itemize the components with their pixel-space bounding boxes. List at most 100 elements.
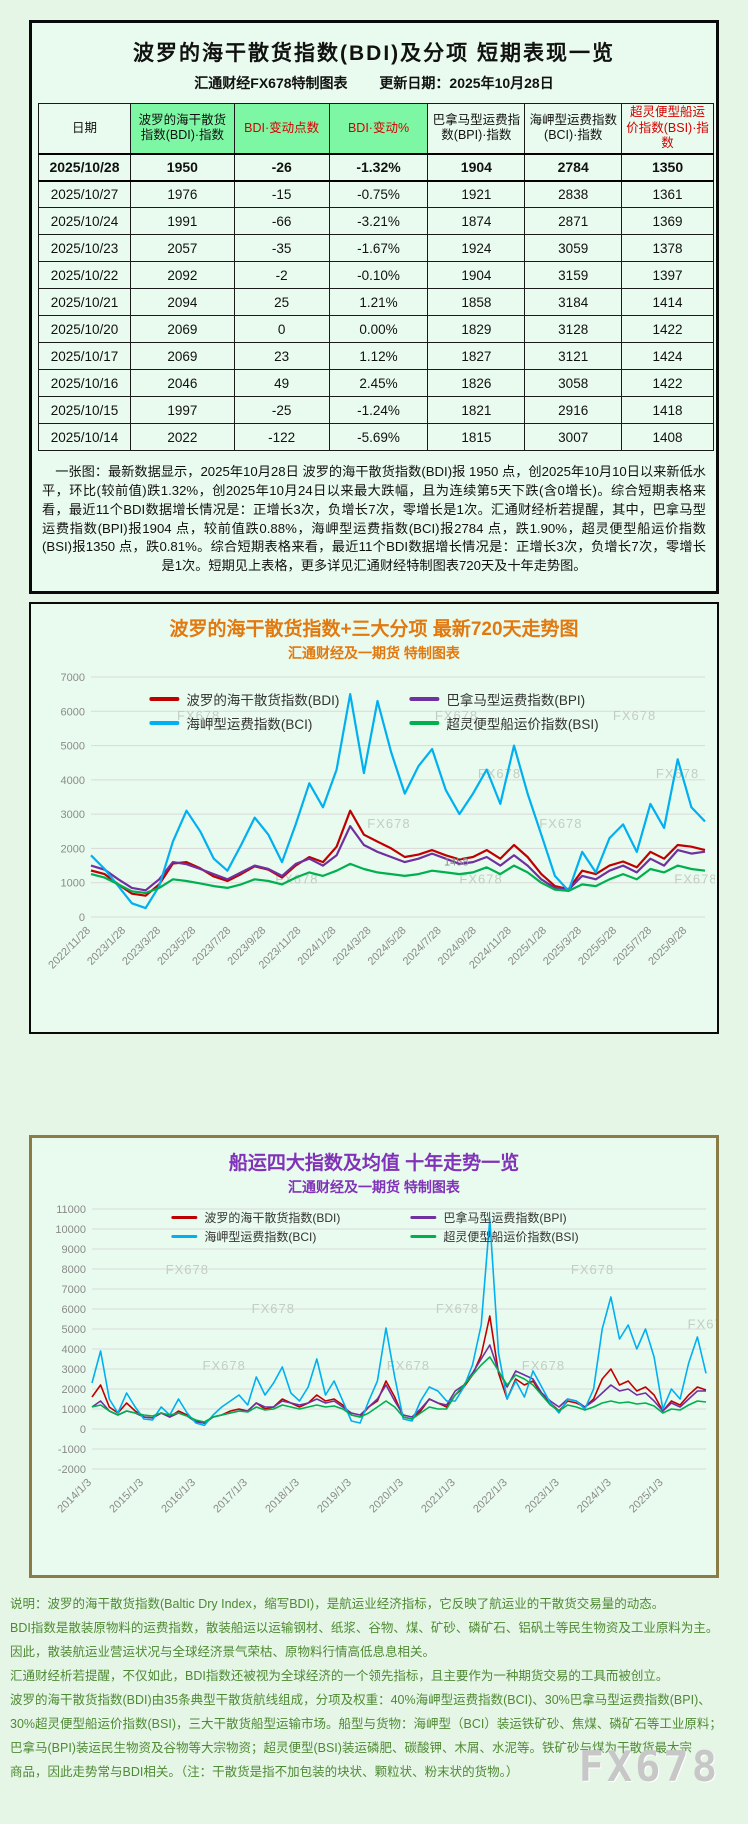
chart-svg: -2000 -1000 0 1000 2000 3000 4000 5000 6000 7000 8… [55,1204,730,1516]
table-row: 2025/10/20 2069 0 0.00% 1829 3128 1422 [38,315,714,344]
chart-720day-legend: 波罗的海干散货指数(BDI) 巴拿马型运费指数(BPI) 海岬型运费指数(BCI) 超… [149,689,599,733]
footer-line: BDI指数是散装原物料的运费指数，散装船运以运输钢材、纸浆、谷物、煤、矿砂、磷矿… [10,1621,719,1635]
svg-text:-2000: -2000 [58,1464,86,1476]
table-cell: 1858 [427,288,526,317]
svg-text:4000: 4000 [62,1344,86,1356]
column-header: BDI·变动% [328,102,429,155]
legend-label: 超灵便型船运价指数(BSI) [446,717,599,732]
table-cell: -3.21% [328,207,429,236]
table-cell: 1378 [621,234,714,263]
bdi-short-term-table: 日期 波罗的海干散货指数(BDI)·指数 BDI·变动点数 BDI·变动% 巴拿马型运费… [38,102,714,452]
legend-label: 波罗的海干散货指数(BDI) [186,693,340,708]
table-cell: 1397 [621,261,714,290]
svg-text:3000: 3000 [62,1364,86,1376]
svg-text:2023/1/3: 2023/1/3 [523,1477,562,1516]
table-cell: 2069 [129,342,235,371]
table-cell: 1921 [427,180,526,209]
table-cell: -2 [233,261,330,290]
table-cell: 2025/10/21 [38,288,131,317]
short-term-panel: 波罗的海干散货指数(BDI)及分项 短期表现一览 汇通财经FX678特制图表 更… [29,20,719,594]
table-row: 2025/10/21 2094 25 1.21% 1858 3184 1414 [38,288,714,317]
svg-text:2000: 2000 [62,1384,86,1396]
panel-update-date: 更新日期：2025年10月28日 [379,75,554,91]
svg-text:2019/1/3: 2019/1/3 [315,1477,354,1516]
table-row: 2025/10/17 2069 23 1.12% 1827 3121 1424 [38,342,714,371]
table-cell: 1874 [427,207,526,236]
legend-item: 波罗的海干散货指数(BDI) [171,1209,340,1226]
svg-text:2025/9/28: 2025/9/28 [646,925,689,968]
svg-text:6000: 6000 [62,1304,86,1316]
svg-text:3000: 3000 [61,809,85,821]
svg-text:FX678: FX678 [674,871,715,886]
svg-text:2017/1/3: 2017/1/3 [211,1477,250,1516]
table-row: 2025/10/15 1997 -25 -1.24% 1821 2916 1418 [38,396,714,425]
table-cell: 2025/10/14 [38,423,131,452]
chart-10year-plot: -2000 -1000 0 1000 2000 3000 4000 5000 6000 7000 8… [34,1199,730,1576]
table-cell: 2025/10/15 [38,396,131,425]
table-row: 2025/10/24 1991 -66 -3.21% 1874 2871 1369 [38,207,714,236]
table-cell: -0.10% [328,261,429,290]
svg-text:0: 0 [80,1424,86,1436]
table-cell: 2025/10/27 [38,180,131,209]
svg-text:FX678: FX678 [252,1301,295,1316]
table-cell: 1.12% [328,342,429,371]
svg-text:FX678: FX678 [688,1317,716,1332]
column-header: 超灵便型船运价指数(BSI)·指数 [621,102,714,155]
table-cell: 1976 [129,180,235,209]
table-cell: 3007 [524,423,623,452]
svg-text:2021/1/3: 2021/1/3 [419,1477,458,1516]
chart-720day-wrap: 波罗的海干散货指数(BDI) 巴拿马型运费指数(BPI) 海岬型运费指数(BCI) 超… [33,665,716,1016]
svg-text:6000: 6000 [61,706,85,718]
table-cell: 2784 [524,152,623,182]
table-cell: 1826 [427,369,526,398]
fx678-watermark: FX678 [578,1742,720,1791]
svg-text:FX678: FX678 [203,1358,246,1373]
footer-notes: 说明：波罗的海干散货指数(Baltic Dry Index，缩写BDI)，是航运… [10,1592,740,1784]
table-cell: 1418 [621,396,714,425]
footer-line: 汇通财经析若提醒，不仅如此，BDI指数还被视为全球经济的一个领先指标，且主要作为… [10,1669,669,1683]
legend-label: 超灵便型船运价指数(BSI) [443,1230,579,1244]
legend-line-swatch [409,721,440,725]
table-cell: -26 [233,152,330,182]
legend-item: 超灵便型船运价指数(BSI) [409,713,599,733]
svg-text:7000: 7000 [61,672,85,684]
table-cell: 2094 [129,288,235,317]
chart-10year-wrap: 波罗的海干散货指数(BDI) 巴拿马型运费指数(BPI) 海岬型运费指数(BCI) 超… [34,1199,730,1576]
table-cell: 1827 [427,342,526,371]
table-cell: 2092 [129,261,235,290]
footer-line: 波罗的海干散货指数(BDI)由35条典型干散货航线组成，分项及权重：40%海岬型… [10,1693,711,1707]
svg-text:FX678: FX678 [367,816,410,831]
table-cell: 1997 [129,396,235,425]
table-cell: 3128 [524,315,623,344]
svg-text:2022/1/3: 2022/1/3 [471,1477,510,1516]
chart-720day-subtitle: 汇通财经及一期货 特制图表 [288,645,460,661]
table-cell: 1361 [621,180,714,209]
table-cell: 3184 [524,288,623,317]
table-cell: 2069 [129,315,235,344]
table-cell: -25 [233,396,330,425]
legend-label: 波罗的海干散货指数(BDI) [204,1211,341,1225]
table-cell: 2057 [129,234,235,263]
table-cell: 1408 [621,423,714,452]
svg-text:FX678: FX678 [387,1358,430,1373]
table-row: 2025/10/23 2057 -35 -1.67% 1924 3059 1378 [38,234,714,263]
table-cell: 1.21% [328,288,429,317]
svg-text:1000: 1000 [61,878,85,890]
svg-text:FX678: FX678 [613,708,656,723]
table-cell: 2022 [129,423,235,452]
legend-line-swatch [171,1216,198,1219]
table-cell: -1.24% [328,396,429,425]
svg-text:5000: 5000 [62,1324,86,1336]
column-header: 巴拿马型运费指数(BPI)·指数 [427,102,526,155]
table-cell: 1422 [621,369,714,398]
table-cell: -5.69% [328,423,429,452]
table-cell: 1350 [621,152,714,182]
table-cell: 1904 [427,152,526,182]
svg-text:10000: 10000 [55,1224,86,1236]
footer-line: 30%超灵便型船运价指数(BSI)，三大干散货船型运输市场。船型与货物：海岬型（… [10,1717,722,1731]
table-cell: 2025/10/22 [38,261,131,290]
table-cell: 3159 [524,261,623,290]
chart-svg: 0 1000 2000 3000 4000 5000 6000 7000 FX678 FX678 F… [46,672,716,971]
legend-item: 超灵便型船运价指数(BSI) [410,1228,579,1245]
svg-text:2020/1/3: 2020/1/3 [367,1477,406,1516]
